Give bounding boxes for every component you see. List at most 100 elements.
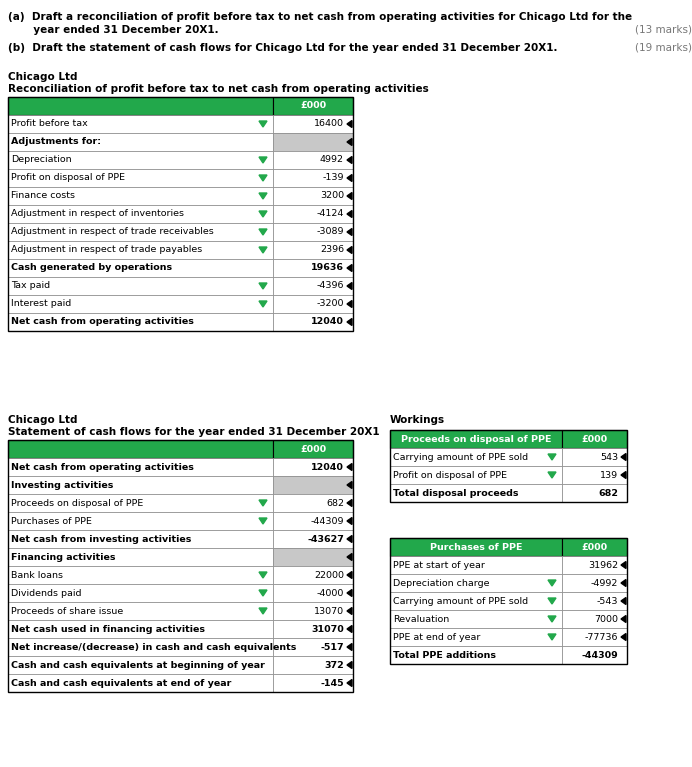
Text: 4992: 4992 <box>320 156 344 164</box>
Text: -145: -145 <box>320 679 344 687</box>
Bar <box>8 440 353 692</box>
Bar <box>273 313 353 331</box>
Text: Depreciation: Depreciation <box>11 156 72 164</box>
Text: PPE at start of year: PPE at start of year <box>393 561 485 570</box>
Bar <box>390 466 562 484</box>
Polygon shape <box>259 518 267 524</box>
Bar <box>273 458 353 476</box>
Polygon shape <box>347 554 352 561</box>
Bar <box>390 484 562 502</box>
Bar <box>390 592 562 610</box>
Text: 2396: 2396 <box>320 245 344 255</box>
Bar <box>8 602 273 620</box>
Bar <box>390 448 562 466</box>
Text: -77736: -77736 <box>585 633 618 641</box>
Text: £000: £000 <box>581 434 608 443</box>
Polygon shape <box>347 499 352 506</box>
Polygon shape <box>347 680 352 686</box>
Bar <box>8 295 273 313</box>
Polygon shape <box>347 156 352 163</box>
Bar <box>273 530 353 548</box>
Polygon shape <box>548 472 556 478</box>
Text: Tax paid: Tax paid <box>11 281 50 291</box>
Bar <box>273 674 353 692</box>
Bar <box>8 115 273 133</box>
Text: Cash and cash equivalents at beginning of year: Cash and cash equivalents at beginning o… <box>11 660 265 670</box>
Text: Net cash used in financing activities: Net cash used in financing activities <box>11 624 205 634</box>
Text: Profit before tax: Profit before tax <box>11 120 88 129</box>
Text: -4992: -4992 <box>591 578 618 588</box>
Text: Profit on disposal of PPE: Profit on disposal of PPE <box>11 173 125 183</box>
Polygon shape <box>621 615 626 623</box>
Text: 19636: 19636 <box>311 264 344 272</box>
Text: £000: £000 <box>581 542 608 551</box>
Polygon shape <box>259 121 267 127</box>
Text: 16400: 16400 <box>314 120 344 129</box>
Polygon shape <box>347 301 352 308</box>
Text: 31070: 31070 <box>311 624 344 634</box>
Polygon shape <box>259 500 267 506</box>
Bar <box>8 133 273 151</box>
Bar <box>273 638 353 656</box>
Text: Workings: Workings <box>390 415 445 425</box>
Bar <box>8 674 273 692</box>
Bar <box>390 646 562 664</box>
Polygon shape <box>347 175 352 182</box>
Polygon shape <box>347 120 352 127</box>
Bar <box>8 97 273 115</box>
Bar <box>273 187 353 205</box>
Bar <box>390 430 627 502</box>
Bar <box>273 277 353 295</box>
Bar <box>562 556 627 574</box>
Text: 372: 372 <box>325 660 344 670</box>
Bar <box>8 494 273 512</box>
Text: (19 marks): (19 marks) <box>635 43 692 53</box>
Bar <box>273 295 353 313</box>
Text: Interest paid: Interest paid <box>11 299 71 308</box>
Bar <box>8 656 273 674</box>
Polygon shape <box>548 598 556 604</box>
Text: Financing activities: Financing activities <box>11 552 116 561</box>
Text: 12040: 12040 <box>311 463 344 472</box>
Text: Proceeds on disposal of PPE: Proceeds on disposal of PPE <box>11 499 143 508</box>
Polygon shape <box>347 661 352 669</box>
Text: Adjustment in respect of trade receivables: Adjustment in respect of trade receivabl… <box>11 228 214 236</box>
Bar <box>273 259 353 277</box>
Text: Chicago Ltd: Chicago Ltd <box>8 415 78 425</box>
Text: Revaluation: Revaluation <box>393 614 449 624</box>
Bar <box>273 620 353 638</box>
Text: -517: -517 <box>320 643 344 651</box>
Polygon shape <box>259 193 267 199</box>
Polygon shape <box>621 634 626 640</box>
Text: -44309: -44309 <box>311 516 344 525</box>
Bar <box>8 638 273 656</box>
Bar <box>8 259 273 277</box>
Text: Cash and cash equivalents at end of year: Cash and cash equivalents at end of year <box>11 679 231 687</box>
Text: 13070: 13070 <box>314 607 344 615</box>
Text: Net cash from operating activities: Net cash from operating activities <box>11 318 194 327</box>
Polygon shape <box>259 572 267 578</box>
Polygon shape <box>621 597 626 604</box>
Text: 682: 682 <box>598 489 618 498</box>
Text: Finance costs: Finance costs <box>11 192 75 200</box>
Polygon shape <box>347 590 352 597</box>
Polygon shape <box>548 580 556 586</box>
Polygon shape <box>621 453 626 460</box>
Bar <box>8 566 273 584</box>
Polygon shape <box>259 229 267 235</box>
Bar <box>8 277 273 295</box>
Text: (13 marks): (13 marks) <box>635 25 692 35</box>
Bar <box>273 476 353 494</box>
Bar <box>562 610 627 628</box>
Bar <box>273 205 353 223</box>
Text: Purchases of PPE: Purchases of PPE <box>430 542 522 551</box>
Polygon shape <box>347 463 352 470</box>
Polygon shape <box>259 608 267 614</box>
Text: -43627: -43627 <box>307 535 344 544</box>
Text: -4396: -4396 <box>316 281 344 291</box>
Bar <box>562 448 627 466</box>
Bar <box>8 313 273 331</box>
Bar <box>8 223 273 241</box>
Bar <box>8 620 273 638</box>
Bar <box>8 151 273 169</box>
